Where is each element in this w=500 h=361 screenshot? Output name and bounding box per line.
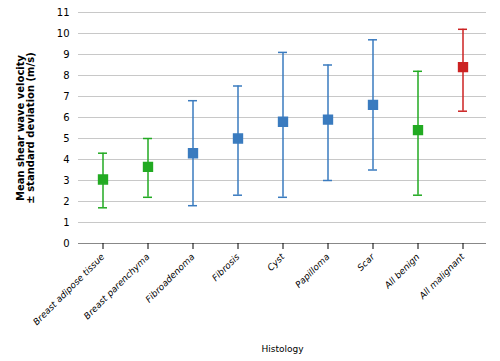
svg-text:All benign: All benign — [382, 251, 422, 291]
svg-text:Fibroadenoma: Fibroadenoma — [144, 252, 197, 305]
svg-text:9: 9 — [63, 49, 69, 60]
svg-text:All malignant: All malignant — [417, 251, 467, 301]
svg-text:Papilloma: Papilloma — [293, 252, 331, 290]
svg-text:11: 11 — [57, 7, 70, 18]
svg-text:Fibrosis: Fibrosis — [210, 251, 242, 283]
svg-text:7: 7 — [63, 91, 69, 102]
svg-text:6: 6 — [63, 112, 69, 123]
svg-text:5: 5 — [63, 133, 69, 144]
svg-text:Scar: Scar — [355, 251, 377, 273]
svg-text:10: 10 — [57, 28, 70, 39]
svg-text:0: 0 — [63, 238, 69, 249]
svg-text:2: 2 — [63, 196, 69, 207]
svg-text:Breast adipose tissue: Breast adipose tissue — [31, 251, 107, 327]
svg-text:Breast parenchyma: Breast parenchyma — [82, 252, 152, 322]
svg-text:Cyst: Cyst — [265, 251, 286, 272]
svg-text:Histology: Histology — [261, 344, 304, 354]
svg-text:1: 1 — [63, 217, 69, 228]
svg-text:3: 3 — [63, 175, 69, 186]
svg-text:Mean shear wave velocity± stan: Mean shear wave velocity± standard devia… — [15, 52, 36, 203]
svg-text:8: 8 — [63, 70, 69, 81]
svg-text:4: 4 — [63, 154, 69, 165]
